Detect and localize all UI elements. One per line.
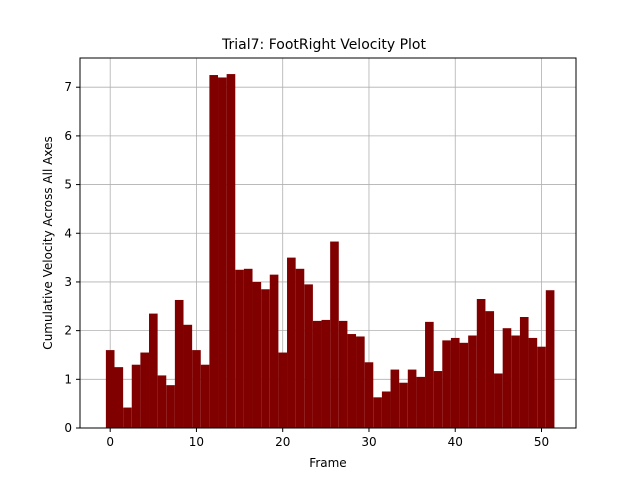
x-tick-label: 30 — [361, 435, 376, 449]
bar — [476, 298, 486, 428]
bar — [287, 257, 296, 428]
y-tick-label: 6 — [64, 129, 72, 143]
x-tick-label: 50 — [534, 435, 549, 449]
bar — [131, 364, 141, 428]
bar — [243, 268, 253, 428]
x-axis-ticks: 0 10 20 30 40 50 — [106, 428, 549, 449]
bar — [105, 350, 115, 428]
bar — [519, 317, 529, 428]
bar — [459, 342, 469, 428]
bar — [468, 335, 477, 428]
y-axis-label: Cumulative Velocity Across All Axes — [41, 136, 55, 349]
bar — [218, 77, 227, 428]
bar — [312, 320, 322, 428]
bar — [399, 382, 408, 428]
grid-lines — [80, 58, 576, 429]
x-axis-label: Frame — [309, 456, 346, 470]
x-tick-label: 20 — [275, 435, 290, 449]
bar — [209, 75, 219, 428]
bar — [192, 350, 201, 428]
bar — [278, 352, 288, 428]
bar — [390, 369, 400, 428]
y-axis-ticks: 0 1 2 3 4 5 6 7 — [64, 80, 80, 435]
bar — [537, 346, 546, 428]
bar — [200, 364, 210, 428]
bar — [494, 373, 503, 428]
bar — [373, 397, 382, 428]
bar — [166, 385, 175, 428]
x-tick-label: 40 — [448, 435, 463, 449]
bar — [338, 320, 348, 428]
bar — [425, 321, 434, 428]
bar — [140, 352, 150, 428]
bar — [295, 268, 305, 428]
bar — [330, 241, 339, 428]
bar — [442, 340, 451, 428]
chart-title: Trial7: FootRight Velocity Plot — [221, 37, 426, 53]
bar — [433, 371, 443, 428]
bar — [226, 74, 236, 428]
bar — [356, 336, 365, 428]
y-tick-label: 4 — [64, 226, 72, 240]
bar — [321, 319, 331, 428]
y-tick-label: 1 — [64, 372, 72, 386]
bar — [364, 362, 374, 428]
y-tick-label: 7 — [64, 80, 72, 94]
bar — [381, 391, 391, 428]
bar — [407, 369, 417, 428]
bar — [545, 290, 555, 428]
x-tick-label: 10 — [189, 435, 204, 449]
bar — [183, 324, 193, 428]
plot-frame — [79, 57, 577, 429]
bar-series — [105, 74, 555, 428]
x-tick-label: 0 — [106, 435, 114, 449]
bar — [269, 274, 279, 428]
bar — [528, 337, 538, 428]
bar — [157, 375, 167, 428]
bar — [114, 367, 124, 428]
bar — [252, 281, 262, 428]
y-tick-label: 5 — [64, 178, 72, 192]
bar — [502, 328, 512, 428]
bar — [261, 289, 270, 428]
bar — [304, 284, 313, 428]
bar — [149, 313, 158, 428]
bar — [235, 269, 244, 428]
bar — [416, 376, 426, 428]
bar — [450, 337, 460, 428]
bar — [123, 407, 132, 428]
y-tick-label: 2 — [64, 324, 72, 338]
y-tick-label: 3 — [64, 275, 72, 289]
bar — [347, 334, 357, 428]
bar — [485, 311, 495, 428]
y-tick-label: 0 — [64, 421, 72, 435]
bar — [511, 335, 520, 428]
bar — [174, 299, 184, 428]
